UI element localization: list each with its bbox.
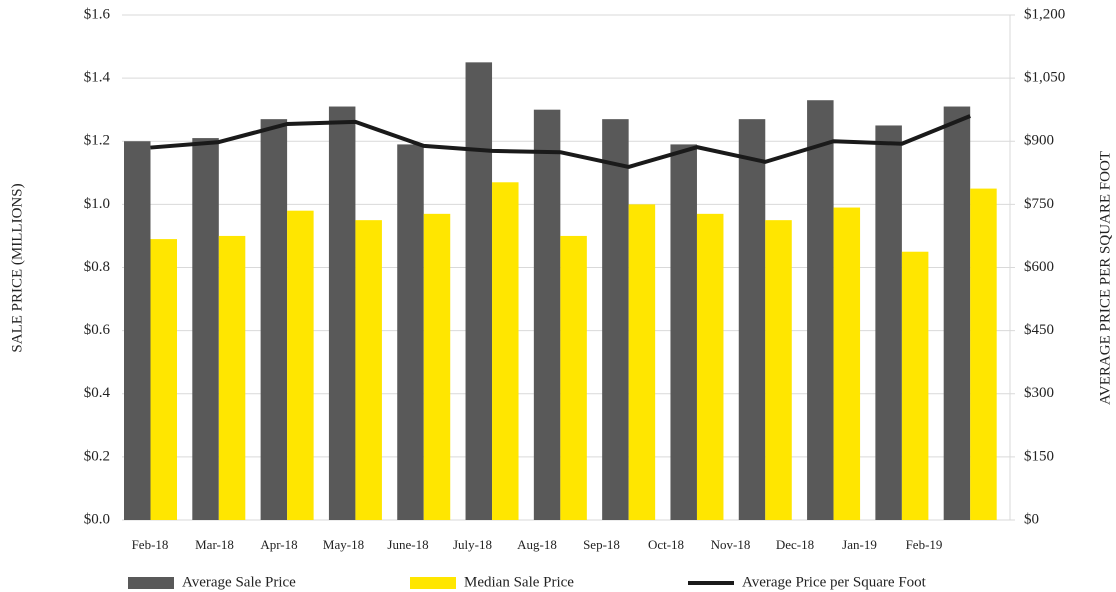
bar bbox=[287, 210, 314, 520]
bar bbox=[970, 188, 997, 520]
bar bbox=[560, 235, 587, 520]
bar bbox=[765, 220, 792, 520]
bar bbox=[833, 207, 861, 520]
legend-label: Average Price per Square Foot bbox=[742, 574, 927, 590]
legend-label: Average Sale Price bbox=[182, 574, 296, 590]
x-tick-label: Aug-18 bbox=[517, 537, 557, 552]
y-tick-label: $0.8 bbox=[84, 259, 110, 275]
y-axis-label: SALE PRICE (MILLIONS) bbox=[9, 183, 25, 352]
x-tick-label: May-18 bbox=[323, 537, 364, 552]
y-tick-label: $0.0 bbox=[84, 511, 110, 527]
bar bbox=[192, 138, 219, 520]
bar bbox=[218, 235, 246, 520]
x-tick-label: July-18 bbox=[453, 537, 492, 552]
bar bbox=[670, 144, 697, 520]
legend-swatch bbox=[410, 577, 456, 589]
bar bbox=[628, 204, 656, 520]
line-series bbox=[150, 114, 971, 169]
bar bbox=[901, 251, 929, 520]
y2-tick-label: $150 bbox=[1024, 448, 1054, 464]
legend-swatch bbox=[128, 577, 174, 589]
bar bbox=[875, 125, 902, 520]
x-tick-label: Jan-19 bbox=[842, 537, 877, 552]
y-tick-label: $0.6 bbox=[84, 322, 111, 338]
y-tick-label: $0.2 bbox=[84, 448, 110, 464]
bar bbox=[328, 106, 356, 520]
x-tick-label: Oct-18 bbox=[648, 537, 684, 552]
bar bbox=[492, 182, 519, 520]
bar bbox=[943, 106, 971, 520]
y2-tick-label: $1,200 bbox=[1024, 6, 1065, 22]
y2-tick-label: $300 bbox=[1024, 385, 1054, 401]
x-tick-label: June-18 bbox=[387, 537, 428, 552]
bar bbox=[465, 62, 493, 520]
x-tick-label: Feb-18 bbox=[132, 537, 169, 552]
y-tick-label: $1.4 bbox=[84, 70, 111, 86]
bar bbox=[807, 100, 834, 520]
y-tick-label: $1.6 bbox=[84, 6, 111, 22]
bar bbox=[423, 213, 451, 520]
bar bbox=[696, 213, 724, 520]
x-tick-label: Dec-18 bbox=[776, 537, 814, 552]
x-tick-label: Feb-19 bbox=[906, 537, 943, 552]
bar bbox=[533, 109, 561, 520]
bar bbox=[124, 141, 151, 520]
bar bbox=[397, 144, 424, 520]
y-tick-label: $0.4 bbox=[84, 385, 111, 401]
y-tick-label: $1.0 bbox=[84, 196, 110, 212]
bar bbox=[260, 119, 288, 520]
y2-tick-label: $750 bbox=[1024, 196, 1054, 212]
y2-tick-label: $450 bbox=[1024, 322, 1054, 338]
legend-label: Median Sale Price bbox=[464, 574, 574, 590]
bar bbox=[738, 119, 766, 520]
x-tick-label: Nov-18 bbox=[711, 537, 751, 552]
bar bbox=[150, 239, 177, 520]
y2-tick-label: $900 bbox=[1024, 133, 1054, 149]
bar bbox=[355, 220, 382, 520]
y2-tick-label: $1,050 bbox=[1024, 70, 1065, 86]
y2-tick-label: $0 bbox=[1024, 511, 1039, 527]
y2-axis-label: AVERAGE PRICE PER SQUARE FOOT bbox=[1097, 151, 1113, 405]
x-tick-label: Mar-18 bbox=[195, 537, 234, 552]
y-tick-label: $1.2 bbox=[84, 133, 110, 149]
x-tick-label: Sep-18 bbox=[583, 537, 620, 552]
y2-tick-label: $600 bbox=[1024, 259, 1054, 275]
x-tick-label: Apr-18 bbox=[260, 537, 297, 552]
bar bbox=[602, 119, 629, 520]
